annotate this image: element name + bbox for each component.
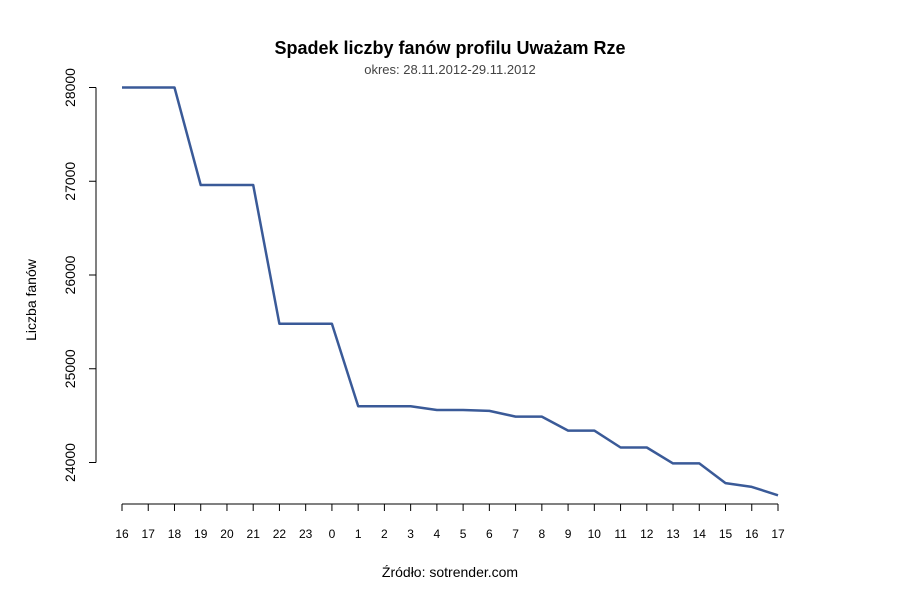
x-tick-label: 11: [614, 527, 627, 541]
x-tick-label: 17: [771, 527, 785, 541]
series-group: [121, 86, 779, 497]
x-tick-label: 8: [538, 527, 545, 541]
x-tick-label: 1: [355, 527, 362, 541]
x-tick-label: 9: [565, 527, 572, 541]
x-tick-label: 4: [434, 527, 441, 541]
x-tick-label: 12: [640, 527, 654, 541]
x-tick-label: 13: [666, 527, 680, 541]
chart-subtitle: okres: 28.11.2012-29.11.2012: [364, 62, 536, 77]
y-axis: 24000 25000 26000 27000 28000: [62, 68, 97, 482]
series-line: [122, 86, 779, 497]
chart-title: Spadek liczby fanów profilu Uważam Rze: [274, 38, 625, 58]
x-tick-label: 17: [142, 527, 156, 541]
x-tick-label: 3: [407, 527, 414, 541]
y-tick-label: 24000: [62, 443, 78, 482]
x-axis-label: Źródło: sotrender.com: [382, 564, 518, 580]
x-tick-label: 19: [194, 527, 208, 541]
x-axis: 16 17 18 19 20 21 22 23 0 1 2 3 4 5 6 7 8 9 10 11 12 13 14 15 16…: [115, 503, 785, 541]
y-axis-label: Liczba fanów: [23, 258, 39, 341]
x-tick-label: 16: [115, 527, 129, 541]
y-tick-label: 25000: [62, 349, 78, 388]
x-tick-label: 10: [588, 527, 602, 541]
x-tick-label: 16: [745, 527, 759, 541]
y-tick-label: 27000: [62, 162, 78, 201]
x-tick-label: 22: [273, 527, 287, 541]
x-tick-label: 5: [460, 527, 467, 541]
x-tick-label: 20: [220, 527, 234, 541]
x-tick-label: 23: [299, 527, 313, 541]
x-tick-label: 21: [247, 527, 261, 541]
x-tick-label: 15: [719, 527, 733, 541]
x-tick-label: 7: [512, 527, 519, 541]
x-tick-label: 2: [381, 527, 388, 541]
x-tick-label: 18: [168, 527, 182, 541]
y-tick-label: 26000: [62, 255, 78, 294]
x-tick-label: 6: [486, 527, 493, 541]
x-tick-label: 14: [693, 527, 707, 541]
y-tick-label: 28000: [62, 68, 78, 107]
x-tick-label: 0: [329, 527, 336, 541]
